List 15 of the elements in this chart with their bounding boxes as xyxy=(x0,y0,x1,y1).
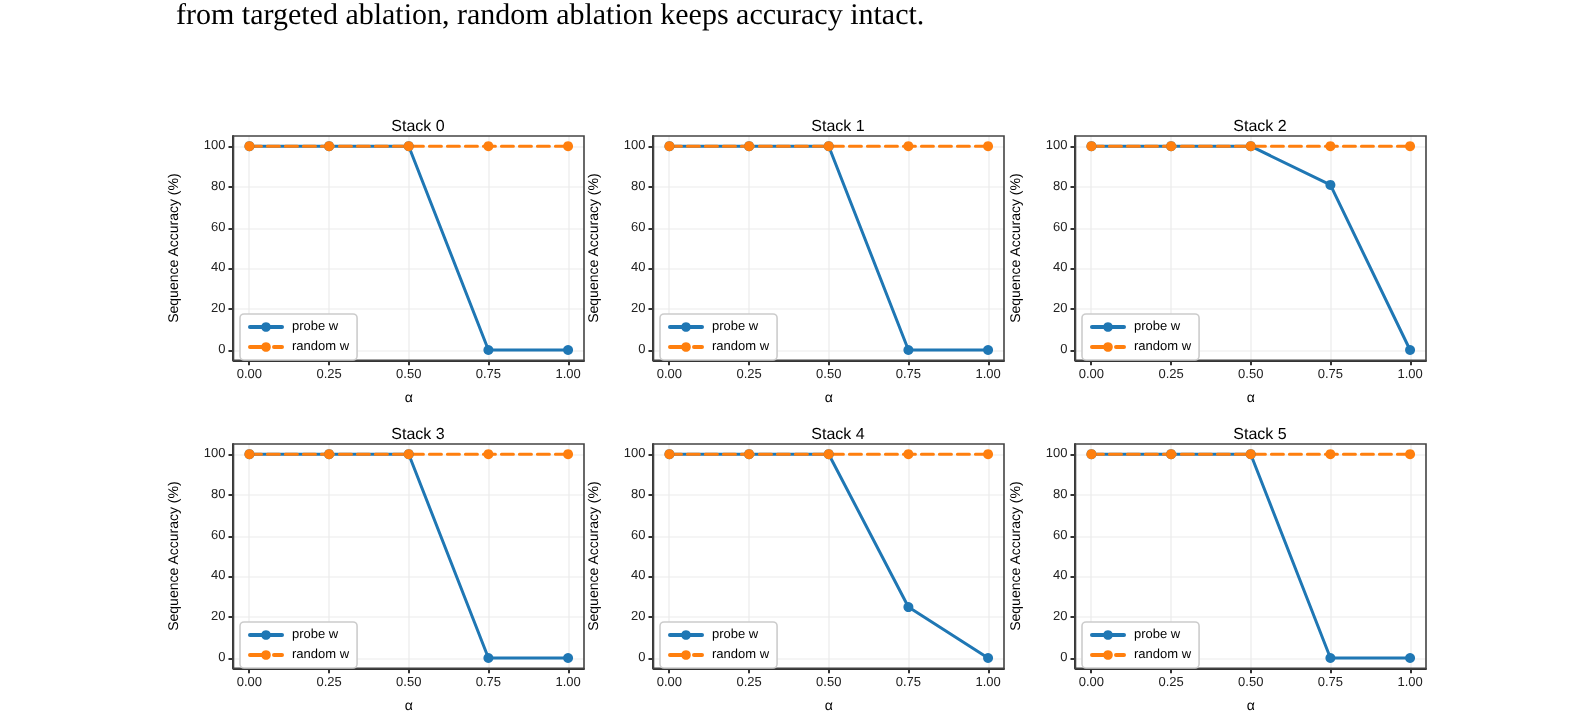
point xyxy=(983,653,994,664)
point xyxy=(1325,141,1336,152)
point xyxy=(903,449,914,460)
chart-title: Stack 5 xyxy=(1233,425,1288,443)
point xyxy=(1325,179,1336,190)
chart-title: Stack 0 xyxy=(391,117,446,135)
chart-title: Stack 3 xyxy=(391,425,446,443)
chart-title: Stack 1 xyxy=(811,117,866,135)
point xyxy=(1405,345,1416,356)
point xyxy=(983,449,994,460)
point xyxy=(903,602,914,613)
chart-title: Stack 4 xyxy=(811,425,866,443)
text: from targeted ablation, random ablation keeps accuracy intact. xyxy=(176,0,925,34)
point xyxy=(1405,141,1416,152)
chart-title: Stack 2 xyxy=(1233,117,1288,135)
